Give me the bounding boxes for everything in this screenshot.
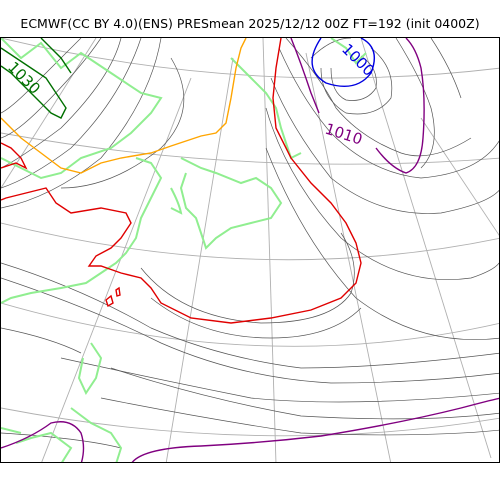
coast-japan-honshu <box>179 157 283 250</box>
isobar-1010 <box>1 421 85 462</box>
longitude-line <box>262 38 277 462</box>
coastline <box>1 38 367 462</box>
latitude-line <box>1 222 499 261</box>
contour-label-1030: 1030 <box>4 58 44 98</box>
coast-peninsula <box>1 157 163 304</box>
map-canvas: 1030 1000 1010 <box>1 38 499 462</box>
latitude-line <box>1 407 499 437</box>
isobar-1010 <box>290 38 320 114</box>
latitude-line <box>1 302 499 347</box>
isobar-1030 <box>1 47 67 119</box>
longitude-line <box>360 38 492 459</box>
chart-title: ECMWF(CC BY 4.0)(ENS) PRESmean 2025/12/1… <box>20 16 480 31</box>
latitude-line <box>1 38 499 79</box>
coast-japan-kyushu <box>170 187 183 215</box>
isobar-1030 <box>40 38 72 74</box>
longitude-line <box>420 117 499 236</box>
latitude-line <box>1 132 499 165</box>
isobar-1010 <box>131 397 499 462</box>
coast-kamchatka <box>330 38 367 65</box>
orange-contour <box>1 38 247 174</box>
longitude-line <box>165 57 234 462</box>
pressure-map: 1030 1000 1010 <box>0 37 500 463</box>
coast-island <box>1 427 22 434</box>
longitude-line <box>305 52 392 462</box>
coast-island <box>15 431 73 462</box>
coast-continent <box>1 38 163 180</box>
longitude-line <box>41 77 192 462</box>
isobar-1020-small <box>115 286 121 297</box>
coast-taiwan <box>77 342 103 396</box>
isobar-1020 <box>1 142 28 170</box>
isobar-1010 <box>375 38 425 174</box>
isobar-1020 <box>1 38 362 324</box>
isobars-thin <box>1 38 499 449</box>
isobar-1000 <box>311 38 375 87</box>
isobar-1020-small <box>105 294 114 308</box>
coast-philippines <box>70 407 123 462</box>
